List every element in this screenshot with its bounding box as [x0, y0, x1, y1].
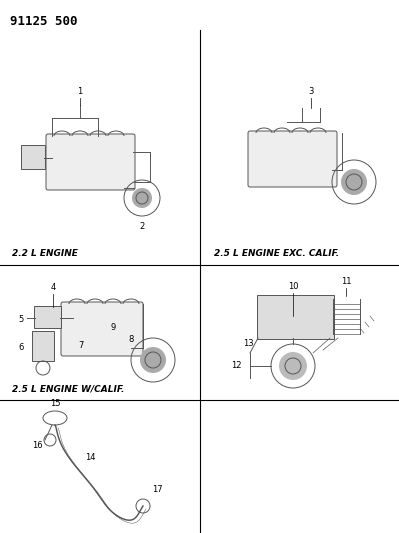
Text: 9: 9 [111, 322, 116, 332]
Text: 16: 16 [32, 441, 42, 450]
Text: 2.5 L ENGINE W/CALIF.: 2.5 L ENGINE W/CALIF. [12, 384, 124, 393]
Text: 12: 12 [231, 361, 241, 370]
Circle shape [132, 188, 152, 208]
Text: 5: 5 [18, 316, 24, 325]
Text: 8: 8 [128, 335, 134, 344]
Text: 2.2 L ENGINE: 2.2 L ENGINE [12, 249, 78, 258]
Text: 91125 500: 91125 500 [10, 15, 77, 28]
Text: 10: 10 [288, 282, 298, 291]
Text: 4: 4 [50, 283, 55, 292]
Circle shape [140, 347, 166, 373]
Text: 13: 13 [243, 338, 253, 348]
FancyBboxPatch shape [32, 331, 54, 361]
Text: 17: 17 [152, 486, 162, 495]
Text: 15: 15 [50, 399, 60, 408]
FancyBboxPatch shape [248, 131, 337, 187]
Text: 11: 11 [341, 277, 351, 286]
FancyBboxPatch shape [61, 302, 143, 356]
FancyBboxPatch shape [46, 134, 135, 190]
FancyBboxPatch shape [21, 145, 45, 169]
FancyBboxPatch shape [257, 295, 334, 339]
Text: 6: 6 [18, 343, 24, 351]
FancyBboxPatch shape [34, 306, 61, 328]
Circle shape [279, 352, 307, 380]
Text: 7: 7 [78, 342, 84, 351]
Circle shape [341, 169, 367, 195]
Text: 14: 14 [85, 454, 95, 463]
Text: 1: 1 [77, 87, 83, 96]
Text: 2: 2 [139, 222, 144, 231]
Text: 2.5 L ENGINE EXC. CALIF.: 2.5 L ENGINE EXC. CALIF. [214, 249, 339, 258]
Text: 3: 3 [308, 87, 314, 96]
